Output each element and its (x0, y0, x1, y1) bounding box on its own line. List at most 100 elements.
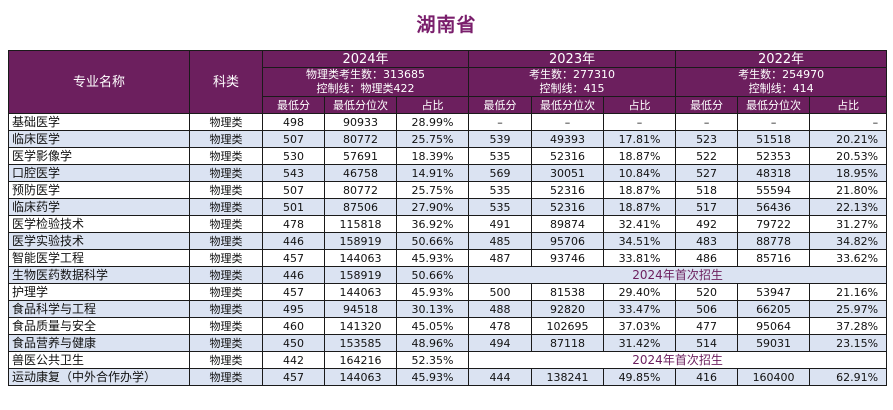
2024-ratio-cell: 50.66% (395, 266, 470, 284)
2023-min-rank-cell: 30051 (531, 164, 605, 182)
header-info-2022: 考生数：254970 控制线：414 (675, 67, 888, 97)
2023-min-rank-cell: 52316 (531, 198, 605, 216)
2024-min-rank-cell: 158919 (324, 266, 397, 284)
2023-min-rank-cell: 102695 (531, 317, 605, 335)
header-info-2024: 物理类考生数：313685 控制线：物理类422 (261, 67, 470, 97)
2022-min-score-cell: 518 (675, 181, 739, 199)
table-row: 智能医学工程 物理类 457 144063 45.93% 487 93746 33.81% 48… (8, 249, 888, 267)
subheader-min-score: 最低分 (675, 96, 739, 114)
2022-min-rank-cell: 88778 (737, 232, 811, 250)
major-name-cell: 生物医药数据科学 (8, 266, 190, 284)
2023-ratio-cell: 33.47% (603, 300, 677, 318)
2024-min-score-cell: 501 (262, 198, 325, 216)
2022-ratio-cell: 62.91% (809, 368, 888, 386)
2024-ratio-cell: 36.92% (395, 215, 470, 233)
table-row: 临床医学 物理类 507 80772 25.75% 539 49393 17.81% 523 51… (8, 130, 888, 148)
2024-ratio-cell: 18.39% (395, 147, 470, 165)
2023-min-rank-cell: 93746 (531, 249, 605, 267)
2024-min-score-cell: 543 (262, 164, 325, 182)
2024-min-score-cell: 507 (262, 181, 325, 199)
2022-ratio-cell: 23.15% (809, 334, 888, 352)
2022-min-score-cell: 514 (675, 334, 739, 352)
2022-ratio-cell: 22.13% (809, 198, 888, 216)
category-cell: 物理类 (189, 147, 263, 165)
2022-min-score-cell: 477 (675, 317, 739, 335)
2023-ratio-cell: 18.87% (603, 147, 677, 165)
2024-ratio-cell: 30.13% (395, 300, 470, 318)
header-year-2022: 2022年 (675, 50, 888, 68)
2024-ratio-cell: 28.99% (395, 113, 470, 131)
first-enrollment-notice: 2024年首次招生 (468, 266, 888, 284)
2023-min-score-cell: 491 (468, 215, 533, 233)
2022-min-rank-cell: 95064 (737, 317, 811, 335)
major-name-cell: 食品营养与健康 (8, 334, 190, 352)
2024-ratio-cell: 50.66% (395, 232, 470, 250)
2024-min-rank-cell: 80772 (324, 130, 397, 148)
2023-ratio-cell: – (603, 113, 677, 131)
table-row: 食品科学与工程 物理类 495 94518 30.13% 488 92820 33.47% 50… (8, 300, 888, 318)
2022-min-score-cell: 520 (675, 283, 739, 301)
2022-min-rank-cell: 55594 (737, 181, 811, 199)
2024-min-rank-cell: 153585 (324, 334, 397, 352)
table-row: 预防医学 物理类 507 80772 25.75% 535 52316 18.87% 518 55… (8, 181, 888, 199)
2023-min-score-cell: 569 (468, 164, 533, 182)
2023-ratio-cell: 17.81% (603, 130, 677, 148)
category-cell: 物理类 (189, 249, 263, 267)
2023-ratio-cell: 31.42% (603, 334, 677, 352)
header-info-2023-line2: 控制线：415 (539, 82, 605, 95)
subheader-min-score: 最低分 (262, 96, 325, 114)
category-cell: 物理类 (189, 164, 263, 182)
2022-ratio-cell: 31.27% (809, 215, 888, 233)
2022-min-rank-cell: 53947 (737, 283, 811, 301)
2024-min-rank-cell: 80772 (324, 181, 397, 199)
subheader-ratio: 占比 (603, 96, 677, 114)
2023-min-score-cell: 539 (468, 130, 533, 148)
2024-ratio-cell: 45.93% (395, 283, 470, 301)
2023-min-rank-cell: 81538 (531, 283, 605, 301)
2022-ratio-cell: 33.62% (809, 249, 888, 267)
2023-min-rank-cell: 92820 (531, 300, 605, 318)
2024-ratio-cell: 48.96% (395, 334, 470, 352)
2024-ratio-cell: 25.75% (395, 130, 470, 148)
2024-min-rank-cell: 57691 (324, 147, 397, 165)
2023-min-score-cell: 494 (468, 334, 533, 352)
2024-min-score-cell: 530 (262, 147, 325, 165)
table-row: 兽医公共卫生 物理类 442 164216 52.35% 2024年首次招生 (8, 351, 888, 369)
header-year-2024: 2024年 (261, 50, 470, 68)
2024-min-rank-cell: 144063 (324, 368, 397, 386)
subheader-min-rank: 最低分位次 (324, 96, 397, 114)
2022-min-score-cell: 492 (675, 215, 739, 233)
2024-ratio-cell: 27.90% (395, 198, 470, 216)
2022-min-rank-cell: – (737, 113, 811, 131)
2022-min-rank-cell: 160400 (737, 368, 811, 386)
header-info-2022-line2: 控制线：414 (748, 82, 814, 95)
category-cell: 物理类 (189, 215, 263, 233)
admission-score-table: 专业名称 科类 2024年 2023年 2022年 物理类考生数：313685 … (8, 50, 888, 386)
2024-min-rank-cell: 144063 (324, 283, 397, 301)
2023-min-score-cell: 488 (468, 300, 533, 318)
category-cell: 物理类 (189, 232, 263, 250)
2023-ratio-cell: 32.41% (603, 215, 677, 233)
2023-min-rank-cell: 89874 (531, 215, 605, 233)
major-name-cell: 基础医学 (8, 113, 190, 131)
2023-min-rank-cell: – (531, 113, 605, 131)
2022-min-rank-cell: 59031 (737, 334, 811, 352)
2022-min-rank-cell: 66205 (737, 300, 811, 318)
table-row: 口腔医学 物理类 543 46758 14.91% 569 30051 10.84% 527 48… (8, 164, 888, 182)
2023-ratio-cell: 18.87% (603, 181, 677, 199)
2022-ratio-cell: 20.53% (809, 147, 888, 165)
subheader-min-rank: 最低分位次 (531, 96, 605, 114)
2023-min-score-cell: 535 (468, 147, 533, 165)
2022-ratio-cell: 37.28% (809, 317, 888, 335)
2024-min-score-cell: 446 (262, 232, 325, 250)
2023-min-score-cell: 478 (468, 317, 533, 335)
2024-ratio-cell: 52.35% (395, 351, 470, 369)
2024-min-score-cell: 460 (262, 317, 325, 335)
major-name-cell: 临床药学 (8, 198, 190, 216)
2022-ratio-cell: 18.95% (809, 164, 888, 182)
header-category: 科类 (189, 50, 263, 114)
2022-min-score-cell: 483 (675, 232, 739, 250)
2023-min-score-cell: 535 (468, 198, 533, 216)
2022-ratio-cell: 20.21% (809, 130, 888, 148)
2024-min-rank-cell: 87506 (324, 198, 397, 216)
